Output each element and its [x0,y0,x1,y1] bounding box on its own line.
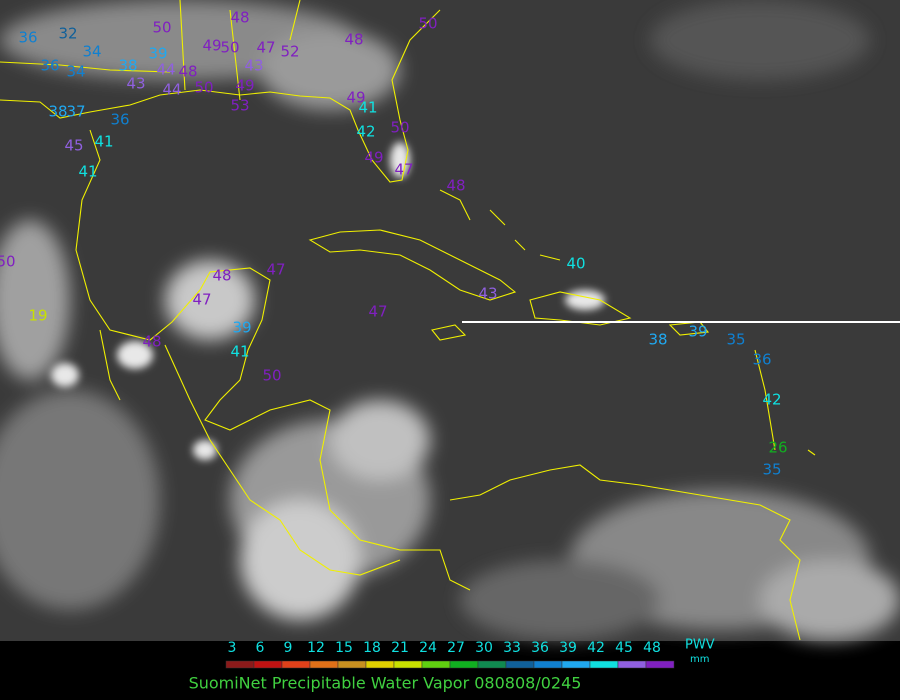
station-value: 39 [232,319,251,337]
title: SuomiNet Precipitable Water Vapor 080808… [189,674,582,693]
station-value: 49 [364,149,383,167]
colorbar-swatch [505,660,535,669]
station-value: 43 [478,285,497,303]
station-value: 49 [235,77,254,95]
station-value: 36 [40,57,59,75]
station-value: 36 [18,29,37,47]
colorbar-label: 9 [284,640,293,656]
colorbar-label: 24 [419,640,437,656]
colorbar-label: 15 [335,640,353,656]
colorbar-swatch [617,660,647,669]
colorbar-swatch [449,660,479,669]
station-value: 45 [64,137,83,155]
station-value: 50 [220,39,239,57]
colorbar-swatch [533,660,563,669]
station-value: 19 [28,307,47,325]
station-value: 37 [66,103,85,121]
colorbar-label: 3 [228,640,237,656]
station-value: 34 [82,43,101,61]
station-value: 52 [280,43,299,61]
colorbar-label: 6 [256,640,265,656]
station-value: 41 [358,99,377,117]
colorbar-label: 33 [503,640,521,656]
colorbar-swatch [309,660,339,669]
unit: mm [690,654,709,665]
station-value: 26 [768,439,787,457]
clouds [0,0,900,640]
colorbar-swatch [253,660,283,669]
station-value: 36 [752,351,771,369]
station-value: 41 [78,163,97,181]
station-value: 42 [762,391,781,409]
colorbar-swatch [421,660,451,669]
station-value: 50 [262,367,281,385]
station-value: 53 [230,97,249,115]
station-value: 41 [230,343,249,361]
colorbar-label: 21 [391,640,409,656]
station-value: 50 [152,19,171,37]
station-value: 39 [148,45,167,63]
colorbar-swatch [365,660,395,669]
colorbar-label: 48 [643,640,661,656]
station-value: 38 [118,57,137,75]
station-value: 38 [48,103,67,121]
station-value: 47 [256,39,275,57]
station-value: 43 [126,75,145,93]
colorbar-label: 36 [531,640,549,656]
colorbar-swatch [337,660,367,669]
station-value: 40 [566,255,585,273]
station-value: 44 [156,61,175,79]
station-value: 50 [390,119,409,137]
colorbar-swatch [393,660,423,669]
station-value: 48 [212,267,231,285]
station-value: 38 [648,331,667,349]
unit-label: PWV [685,638,715,653]
colorbar-swatch [645,660,675,669]
station-value: 48 [446,177,465,195]
station-value: 36 [110,111,129,129]
station-value: 49 [202,37,221,55]
station-value: 47 [192,291,211,309]
colorbar-swatch [589,660,619,669]
station-value: 47 [266,261,285,279]
station-value: 34 [66,63,85,81]
station-value: 44 [162,81,181,99]
colorbar-label: 39 [559,640,577,656]
colorbar-label: 18 [363,640,381,656]
station-value: 39 [688,323,707,341]
colorbar-swatch [281,660,311,669]
bright-clouds [51,142,605,460]
colorbar: 3 6 9 12 15 18 21 24 27 30 33 36 39 42 45 48 [225,640,675,669]
station-value: 35 [726,331,745,349]
colorbar-swatch [225,660,255,669]
station-value: 47 [368,303,387,321]
station-value: 48 [344,31,363,49]
station-value: 35 [762,461,781,479]
colorbar-swatch [477,660,507,669]
station-value: 48 [142,333,161,351]
station-value: 42 [356,123,375,141]
station-value: 50 [194,79,213,97]
station-value: 41 [94,133,113,151]
station-value: 32 [58,25,77,43]
station-value: 50 [0,253,16,271]
station-value: 48 [178,63,197,81]
colorbar-label: 45 [615,640,633,656]
colorbar-swatch [561,660,591,669]
colorbar-label: 27 [447,640,465,656]
colorbar-label: 12 [307,640,325,656]
colorbar-label: 30 [475,640,493,656]
station-value: 50 [418,15,437,33]
station-value: 47 [394,161,413,179]
station-value: 43 [244,57,263,75]
colorbar-label: 42 [587,640,605,656]
station-value: 49 [346,89,365,107]
station-value: 48 [230,9,249,27]
